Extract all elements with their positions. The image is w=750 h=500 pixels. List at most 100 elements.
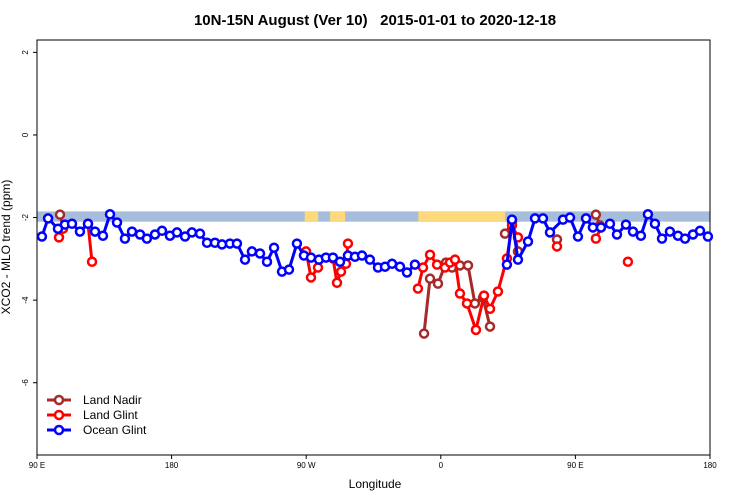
point [171, 227, 183, 238]
point [424, 249, 436, 260]
point [334, 256, 346, 267]
legend-marker [53, 394, 65, 406]
point [462, 260, 474, 271]
legend-label: Land Glint [83, 408, 138, 422]
point [261, 256, 273, 267]
point [74, 226, 86, 237]
point [364, 254, 376, 265]
point [89, 226, 101, 237]
point [36, 231, 48, 242]
point [590, 233, 602, 244]
point [537, 213, 549, 224]
point [649, 218, 661, 230]
point [501, 259, 513, 270]
point [335, 266, 347, 277]
point [635, 230, 647, 241]
point [356, 250, 368, 261]
point [194, 228, 206, 239]
point [544, 227, 556, 238]
point [239, 254, 251, 265]
x-axis-label: Longitude [349, 477, 402, 491]
point [42, 213, 54, 224]
legend-marker [53, 424, 65, 436]
point [642, 209, 654, 220]
y-tick-label: -2 [21, 213, 30, 221]
point [86, 256, 98, 267]
y-tick-label: -6 [21, 379, 30, 387]
highlight [304, 211, 319, 222]
point [572, 231, 584, 242]
band [37, 211, 710, 222]
point [454, 288, 466, 299]
y-tick-label: -4 [21, 296, 30, 304]
point [126, 226, 138, 237]
point [141, 233, 153, 244]
point [449, 254, 461, 265]
point [401, 267, 413, 278]
point [506, 214, 518, 225]
point [104, 209, 116, 220]
point [499, 228, 511, 239]
point [254, 248, 266, 259]
point [291, 238, 303, 249]
point [679, 233, 691, 244]
x-tick-label: 180 [165, 461, 179, 470]
point [595, 222, 607, 233]
point [394, 261, 406, 272]
point [694, 225, 706, 237]
point [231, 238, 243, 249]
point [412, 283, 424, 294]
x-tick-label: 90 E [567, 461, 583, 470]
point [66, 218, 78, 230]
point [627, 226, 639, 237]
point [604, 218, 616, 230]
point [246, 246, 258, 257]
highlight [330, 211, 346, 222]
point [656, 233, 668, 244]
x-tick-label: 180 [703, 461, 717, 470]
y-axis-label: XCO2 - MLO trend (ppm) [0, 180, 13, 315]
point [484, 303, 496, 315]
point [432, 278, 444, 289]
point [478, 290, 490, 301]
point [664, 226, 676, 237]
point [54, 209, 66, 220]
point [551, 241, 563, 252]
y-tick-label: 0 [21, 132, 30, 137]
point [564, 212, 576, 223]
point [620, 219, 632, 230]
x-tick-label: 90 W [297, 461, 316, 470]
legend-label: Ocean Glint [83, 423, 147, 437]
point [417, 262, 429, 273]
point [611, 229, 623, 240]
point [512, 254, 524, 265]
point [461, 298, 473, 309]
point [622, 256, 634, 267]
point [702, 231, 714, 242]
point [424, 273, 436, 284]
chart-title: 10N-15N August (Ver 10) 2015-01-01 to 20… [194, 12, 556, 29]
point [470, 324, 482, 336]
point [418, 328, 430, 339]
point [268, 242, 280, 253]
point [82, 218, 94, 230]
point [590, 209, 602, 220]
point [283, 264, 295, 275]
legend-label: Land Nadir [83, 393, 142, 407]
point [587, 222, 599, 233]
point [409, 259, 421, 270]
point [156, 225, 168, 237]
point [580, 213, 592, 224]
point [492, 286, 504, 297]
x-tick-label: 90 E [29, 461, 45, 470]
point [484, 321, 496, 332]
point [331, 277, 343, 289]
point [342, 238, 354, 249]
y-tick-label: 2 [21, 50, 30, 55]
point [97, 230, 109, 241]
point [522, 236, 534, 247]
point [186, 227, 198, 238]
x-tick-label: 0 [439, 461, 444, 470]
point [53, 232, 65, 243]
